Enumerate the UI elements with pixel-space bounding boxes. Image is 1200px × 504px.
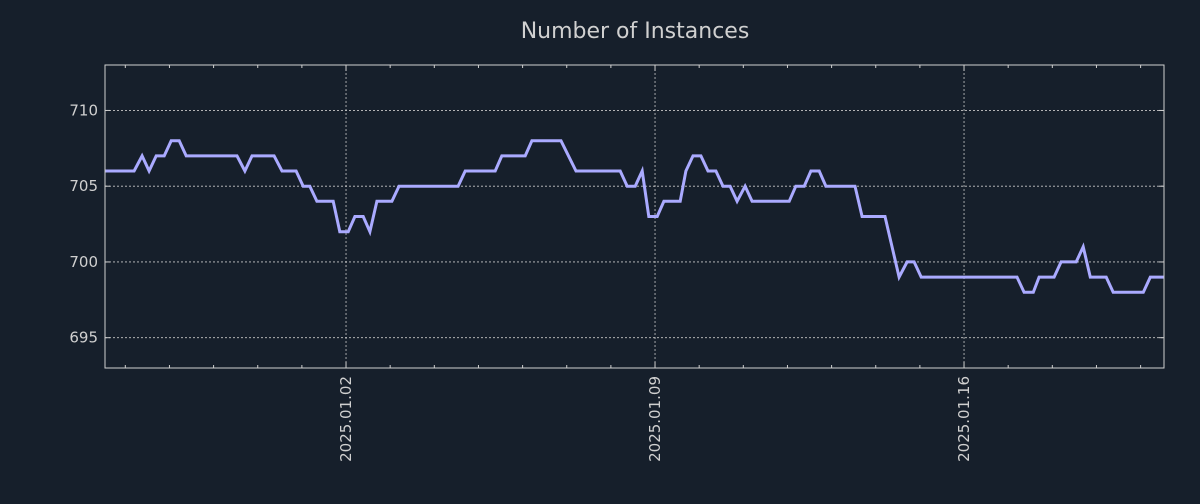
plot-frame xyxy=(104,64,1165,369)
y-tick-label: 710 xyxy=(69,101,98,119)
series-line-instances xyxy=(105,139,1164,294)
x-tick-label: 2025.01.02 xyxy=(337,376,355,462)
y-tick-label: 705 xyxy=(69,177,98,195)
y-tick-label: 695 xyxy=(69,329,98,347)
grid xyxy=(105,65,1164,368)
y-tick-label: 700 xyxy=(69,253,98,271)
x-tick-label: 2025.01.09 xyxy=(646,376,664,462)
chart-title: Number of Instances xyxy=(521,19,750,44)
x-tick-label: 2025.01.16 xyxy=(955,376,973,462)
axis-ticks: 695 700 705 710 2025.01.02 2025.01.09 2025.01.… xyxy=(69,65,1164,462)
